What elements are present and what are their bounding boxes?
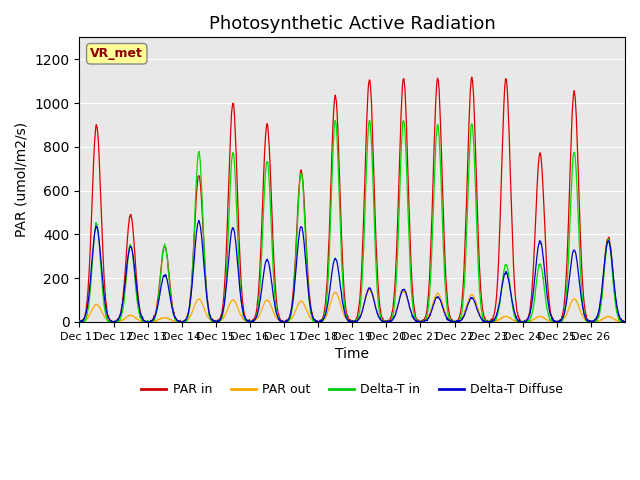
Text: VR_met: VR_met (90, 47, 143, 60)
Y-axis label: PAR (umol/m2/s): PAR (umol/m2/s) (15, 122, 29, 237)
Title: Photosynthetic Active Radiation: Photosynthetic Active Radiation (209, 15, 495, 33)
X-axis label: Time: Time (335, 347, 369, 361)
Legend: PAR in, PAR out, Delta-T in, Delta-T Diffuse: PAR in, PAR out, Delta-T in, Delta-T Dif… (136, 378, 568, 401)
